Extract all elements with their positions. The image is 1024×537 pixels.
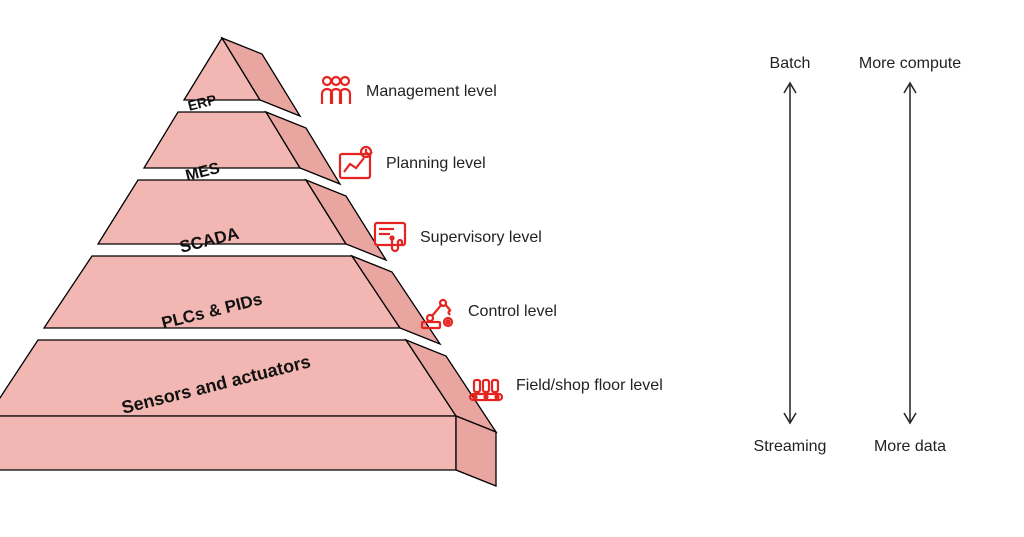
level-label: Control level [468,303,557,321]
pyr-layer-5 [0,340,496,486]
conveyor-icon [466,366,506,406]
level-row-4: Control level [418,292,557,332]
people-icon [316,72,356,112]
axis-bottom-label-1: Streaming [730,438,850,456]
axes-panel: Batch Streaming More compute More data [730,55,990,475]
level-row-3: Supervisory level [370,218,542,258]
double-arrow-icon [730,73,850,433]
pyr-layer-2 [144,112,340,184]
axis-top-label-2: More compute [850,55,970,73]
level-label: Supervisory level [420,229,542,247]
axis-col-1: Batch Streaming [730,55,850,456]
axis-bottom-label-2: More data [850,438,970,456]
level-row-2: Planning level [336,144,486,184]
pyr-layer-3 [98,180,386,260]
diagram-stage: ERP MES SCADA PLCs & PIDs Sensors and ac… [0,0,1024,537]
touch-icon [370,218,410,258]
level-label: Field/shop floor level [516,377,663,395]
double-arrow-icon [850,73,970,433]
axis-col-2: More compute More data [850,55,970,456]
level-row-5: Field/shop floor level [466,366,663,406]
level-label: Management level [366,83,497,101]
level-label: Planning level [386,155,486,173]
level-row-1: Management level [316,72,497,112]
chart-icon [336,144,376,184]
axis-top-label-1: Batch [730,55,850,73]
robot-arm-icon [418,292,458,332]
